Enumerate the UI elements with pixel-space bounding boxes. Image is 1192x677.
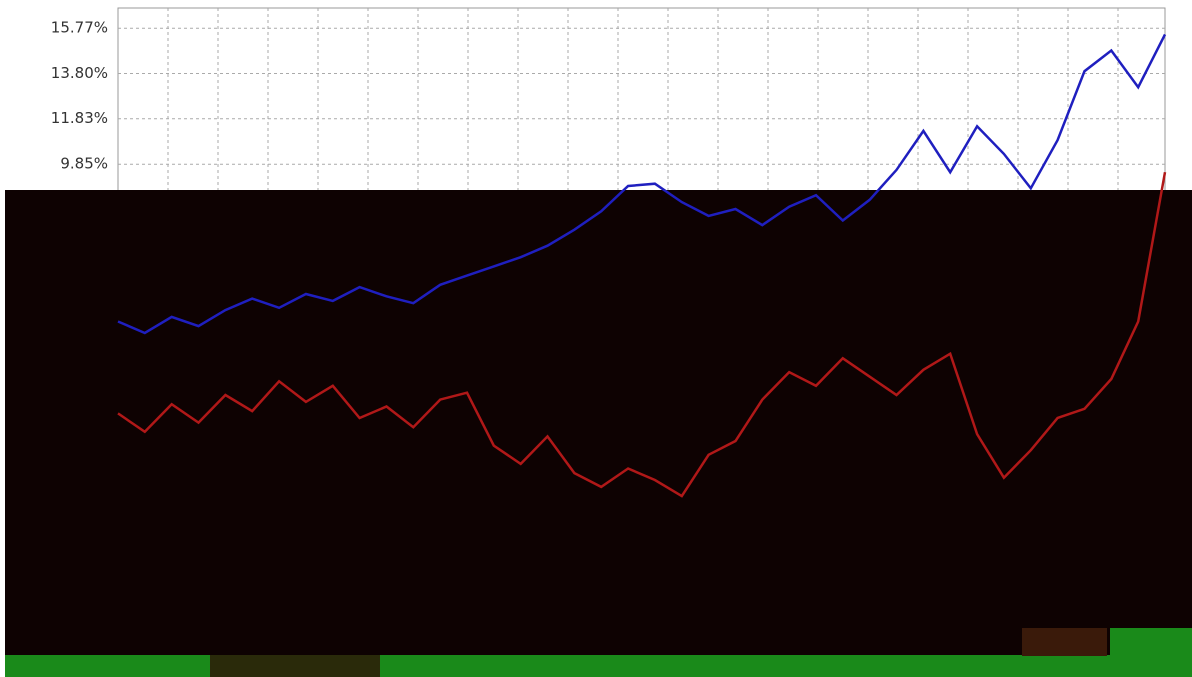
series-line	[117, 171, 1167, 498]
y-tick-label: 13.80%	[51, 64, 108, 82]
glitch-block	[210, 655, 380, 677]
glitch-block	[1022, 628, 1107, 656]
y-tick-label: 11.83%	[51, 109, 108, 127]
y-tick-label: 15.77%	[51, 19, 108, 37]
y-tick-label: 9.85%	[60, 155, 108, 173]
glitch-strip	[5, 655, 1192, 677]
series-line	[117, 33, 1167, 335]
glitch-block	[1110, 628, 1192, 658]
glitch-overlay	[5, 190, 1192, 655]
